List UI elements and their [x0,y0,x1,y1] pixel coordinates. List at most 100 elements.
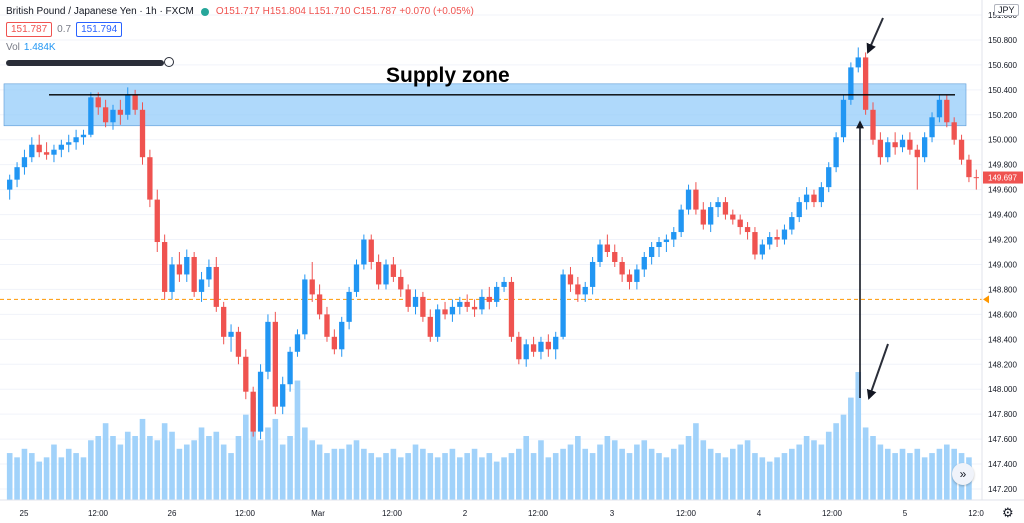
candle-body[interactable] [604,244,611,252]
candle-body[interactable] [161,242,168,292]
candle-body[interactable] [88,97,94,135]
candle-body[interactable] [516,336,522,360]
candle-body[interactable] [501,281,507,287]
candle-body[interactable] [191,256,197,292]
candle-body[interactable] [744,227,751,233]
candle-body[interactable] [58,144,64,150]
candle-body[interactable] [486,296,492,302]
candle-body[interactable] [862,57,869,110]
candle-body[interactable] [722,202,729,215]
candle-body[interactable] [287,351,293,385]
candle-body[interactable] [132,94,138,110]
candle-body[interactable] [936,99,943,118]
candle-body[interactable] [272,321,278,407]
candle-body[interactable] [280,384,286,407]
candle-body[interactable] [198,279,205,292]
candle-body[interactable] [257,371,264,432]
candle-body[interactable] [213,266,219,307]
candle-body[interactable] [494,286,500,302]
candle-body[interactable] [7,179,13,190]
candle-body[interactable] [678,209,684,233]
candle-body[interactable] [427,316,433,337]
candle-body[interactable] [250,391,256,432]
candle-body[interactable] [597,244,603,262]
candle-body[interactable] [169,264,175,292]
collapse-toggle-icon[interactable] [164,57,174,67]
candle-body[interactable] [818,187,825,203]
candle-body[interactable] [51,149,57,155]
candle-body[interactable] [398,276,404,290]
candle-body[interactable] [43,152,50,155]
candle-body[interactable] [582,286,588,295]
candle-body[interactable] [767,237,773,245]
candle-body[interactable] [221,306,227,337]
candle-body[interactable] [331,336,338,350]
candle-body[interactable] [907,139,913,150]
candle-body[interactable] [66,142,72,145]
candle-body[interactable] [375,261,382,285]
candle-body[interactable] [102,107,109,123]
candle-body[interactable] [110,109,116,123]
candle-body[interactable] [235,331,242,357]
candle-body[interactable] [560,274,566,337]
candle-body[interactable] [715,202,721,208]
candle-body[interactable] [265,321,271,372]
candle-body[interactable] [575,284,581,295]
candle-body[interactable] [523,344,529,360]
candle-body[interactable] [368,239,374,262]
candle-body[interactable] [545,341,551,350]
candle-body[interactable] [759,244,765,255]
candle-body[interactable] [243,356,249,392]
candle-body[interactable] [958,139,965,160]
candle-body[interactable] [774,237,780,240]
candle-body[interactable] [530,344,537,352]
candle-body[interactable] [700,209,706,225]
symbol-title[interactable]: British Pound / Japanese Yen · 1h · FXCM [6,6,194,17]
candle-body[interactable] [390,264,397,277]
candle-body[interactable] [464,301,470,307]
candle-body[interactable] [435,309,441,337]
candle-body[interactable] [508,281,515,337]
candle-body[interactable] [877,139,884,158]
candle-body[interactable] [316,294,323,315]
candle-body[interactable] [826,167,832,188]
candle-body[interactable] [944,99,950,123]
legend-collapse-bar[interactable] [6,60,164,66]
candle-body[interactable] [833,137,839,168]
candle-body[interactable] [663,239,670,243]
candle-body[interactable] [471,306,478,310]
candle-body[interactable] [294,334,301,352]
candle-body[interactable] [125,94,131,115]
candle-body[interactable] [14,167,20,180]
candle-body[interactable] [117,109,124,115]
candle-body[interactable] [626,274,633,282]
candle-body[interactable] [899,139,906,148]
candle-body[interactable] [147,157,153,200]
candle-body[interactable] [73,137,79,143]
candle-body[interactable] [648,247,655,257]
candle-body[interactable] [811,194,817,203]
candle-body[interactable] [302,279,308,335]
candle-body[interactable] [693,189,699,210]
candle-body[interactable] [892,142,898,148]
candle-body[interactable] [612,252,618,262]
candle-body[interactable] [781,229,788,240]
candle-body[interactable] [922,137,928,158]
candle-body[interactable] [966,159,972,178]
candle-body[interactable] [840,99,847,138]
candle-body[interactable] [420,296,426,317]
sell-button[interactable]: 151.787 [6,22,53,37]
candle-body[interactable] [449,306,456,315]
candle-body[interactable] [752,232,758,255]
candle-body[interactable] [479,296,485,310]
candle-body[interactable] [457,301,463,307]
candle-body[interactable] [309,279,315,295]
candle-body[interactable] [346,291,352,322]
candle-body[interactable] [442,309,448,315]
candle-body[interactable] [671,232,677,240]
candle-body[interactable] [641,256,647,270]
candle-body[interactable] [973,177,979,179]
candle-body[interactable] [789,217,795,230]
candle-body[interactable] [589,261,596,287]
